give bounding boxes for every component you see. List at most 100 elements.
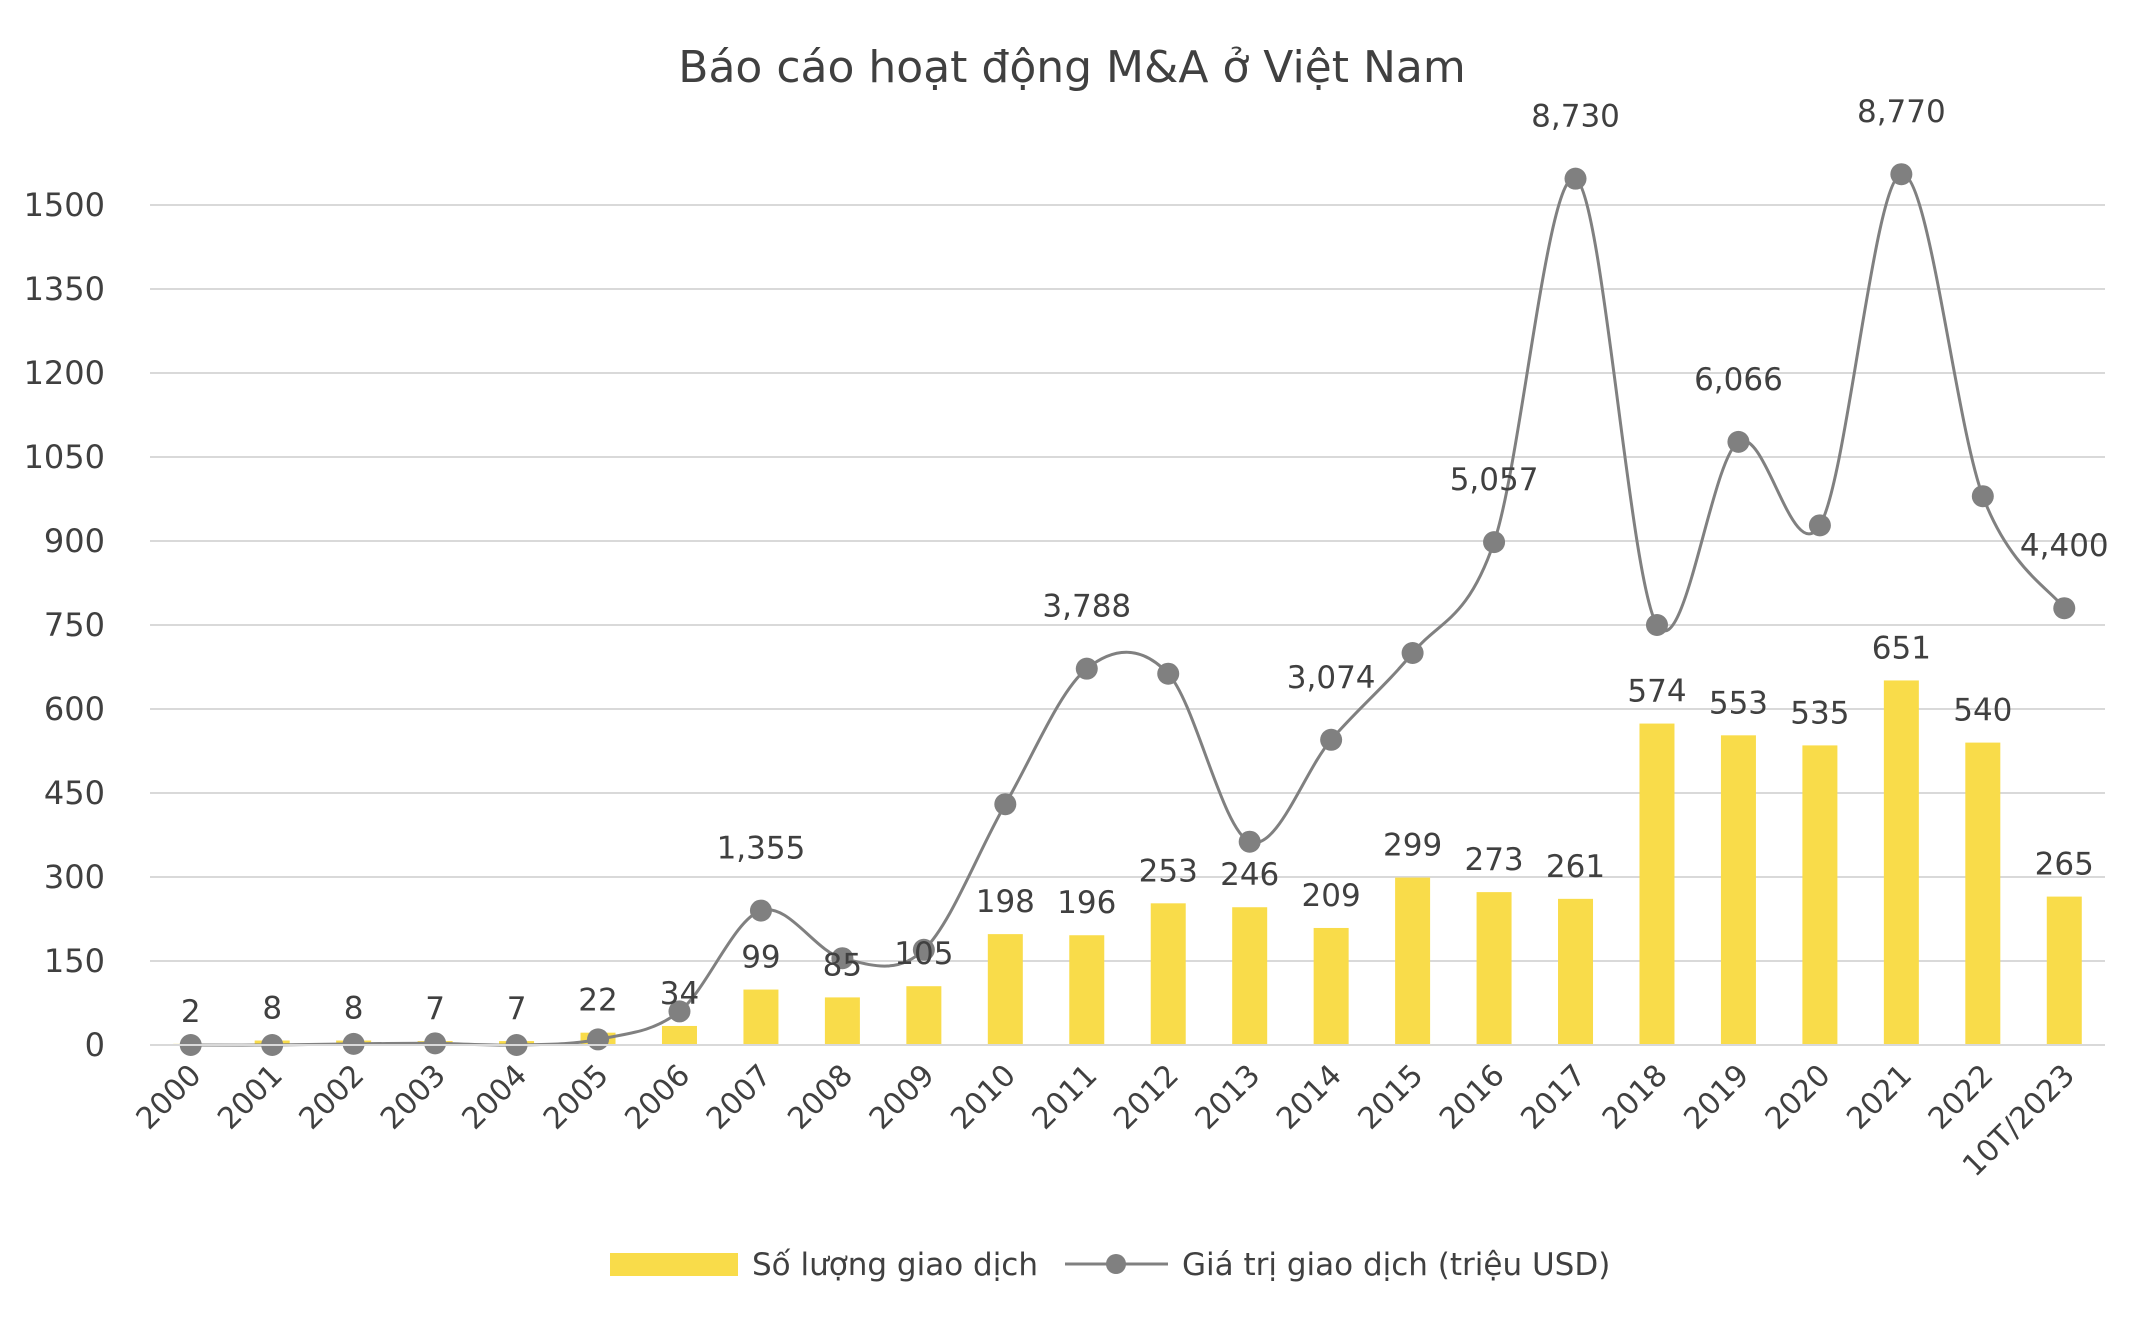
legend-line-label: Giá trị giao dịch (triệu USD) bbox=[1182, 1247, 1610, 1283]
bar-value-label: 299 bbox=[1383, 828, 1442, 864]
y-tick-label: 0 bbox=[85, 1026, 105, 1064]
line-point bbox=[424, 1032, 447, 1055]
x-tick-label: 2017 bbox=[1514, 1058, 1593, 1137]
line-value-label: 5,057 bbox=[1450, 462, 1539, 498]
x-tick-label: 2010 bbox=[944, 1058, 1023, 1137]
bar-value-label: 99 bbox=[741, 940, 780, 976]
line-value-label: 3,074 bbox=[1287, 660, 1376, 696]
bar-value-label: 7 bbox=[425, 991, 445, 1027]
x-tick-label: 2000 bbox=[130, 1058, 209, 1137]
bar-data-labels: 2 8 8 7 7 22 34 99 85 105 198 196 253 246 209 299 273 261… bbox=[181, 630, 2094, 1029]
line-value-label: 8,770 bbox=[1857, 94, 1946, 130]
bar bbox=[1150, 903, 1186, 1045]
bar bbox=[1069, 935, 1105, 1045]
bar-value-label: 651 bbox=[1872, 630, 1931, 666]
line-value-label: 8,730 bbox=[1531, 99, 1620, 135]
line-point bbox=[749, 899, 772, 922]
x-tick-label: 2016 bbox=[1433, 1058, 1512, 1137]
x-tick-label: 2005 bbox=[537, 1058, 616, 1137]
line-point bbox=[1483, 531, 1506, 554]
bar bbox=[1802, 745, 1838, 1045]
x-tick-label: 2001 bbox=[211, 1058, 290, 1137]
bar-value-label: 265 bbox=[2035, 847, 2094, 883]
bar-value-label: 85 bbox=[823, 947, 862, 983]
x-tick-label: 2003 bbox=[374, 1058, 453, 1137]
x-tick-label: 2013 bbox=[1189, 1058, 1268, 1137]
line-value-label: 4,400 bbox=[2020, 528, 2109, 564]
line-point bbox=[1727, 430, 1750, 453]
legend-bar-swatch bbox=[610, 1253, 738, 1276]
bar-series bbox=[173, 680, 2082, 1045]
x-tick-label: 2015 bbox=[1352, 1058, 1431, 1137]
bar-value-label: 553 bbox=[1709, 685, 1768, 721]
bar-value-label: 246 bbox=[1220, 857, 1279, 893]
bar-value-label: 253 bbox=[1139, 853, 1198, 889]
line-point bbox=[1157, 662, 1180, 685]
line-point bbox=[1971, 485, 1994, 508]
y-tick-label: 1500 bbox=[24, 186, 105, 224]
legend-bar-label: Số lượng giao dịch bbox=[752, 1247, 1038, 1283]
x-tick-label: 2006 bbox=[618, 1058, 697, 1137]
x-tick-label: 2022 bbox=[1922, 1058, 2001, 1137]
line-point bbox=[2053, 597, 2076, 620]
legend: Số lượng giao dịch Giá trị giao dịch (tr… bbox=[610, 1247, 1610, 1283]
y-tick-label: 900 bbox=[44, 522, 105, 560]
bar bbox=[1883, 680, 1919, 1045]
y-tick-label: 600 bbox=[44, 690, 105, 728]
y-tick-label: 750 bbox=[44, 606, 105, 644]
bar-value-label: 535 bbox=[1790, 695, 1849, 731]
line-point bbox=[1075, 657, 1098, 680]
bar bbox=[1720, 735, 1756, 1045]
line-point bbox=[587, 1028, 610, 1051]
bar-value-label: 261 bbox=[1546, 849, 1605, 885]
bar bbox=[1232, 907, 1268, 1045]
line-point bbox=[831, 947, 854, 970]
x-tick-label: 2002 bbox=[293, 1058, 372, 1137]
bar-value-label: 22 bbox=[578, 983, 617, 1019]
line-point bbox=[668, 1000, 691, 1023]
line-point bbox=[1890, 163, 1913, 186]
bar bbox=[1313, 927, 1349, 1045]
chart-title: Báo cáo hoạt động M&A ở Việt Nam bbox=[678, 42, 1465, 93]
line-point bbox=[1238, 830, 1261, 853]
x-tick-label: 2019 bbox=[1677, 1058, 1756, 1137]
y-axis: 0 150 300 450 600 750 900 1050 1200 1350 1500 bbox=[24, 186, 105, 1064]
line-value-label: 6,066 bbox=[1694, 362, 1783, 398]
bar bbox=[1965, 742, 2001, 1045]
bar-value-label: 574 bbox=[1627, 674, 1686, 710]
y-tick-label: 150 bbox=[44, 942, 105, 980]
bar bbox=[906, 986, 942, 1045]
bar bbox=[987, 934, 1023, 1045]
line-data-labels: 1,355 3,788 3,074 5,057 8,730 6,066 8,770 4,400 bbox=[717, 94, 2109, 866]
bar-value-label: 105 bbox=[894, 936, 953, 972]
gridlines bbox=[150, 204, 2105, 1046]
y-tick-label: 1200 bbox=[24, 354, 105, 392]
x-tick-label: 2021 bbox=[1840, 1058, 1919, 1137]
x-tick-label: 2007 bbox=[700, 1058, 779, 1137]
bar bbox=[2046, 896, 2082, 1045]
line-series bbox=[179, 163, 2076, 1056]
line-point bbox=[1401, 642, 1424, 664]
x-tick-label: 2004 bbox=[455, 1058, 534, 1137]
bar-value-label: 540 bbox=[1953, 693, 2012, 729]
bar-value-label: 273 bbox=[1464, 842, 1523, 878]
bar bbox=[743, 989, 779, 1045]
x-tick-label: 2018 bbox=[1596, 1058, 1675, 1137]
x-tick-label: 2012 bbox=[1107, 1058, 1186, 1137]
line-point bbox=[912, 938, 935, 961]
bar bbox=[661, 1025, 697, 1045]
line-point bbox=[1564, 167, 1587, 190]
line-value-label: 3,788 bbox=[1042, 589, 1131, 625]
bar bbox=[824, 997, 860, 1045]
x-tick-label: 2009 bbox=[863, 1058, 942, 1137]
y-tick-label: 1050 bbox=[24, 438, 105, 476]
line-point bbox=[1320, 728, 1343, 751]
x-tick-label: 2008 bbox=[781, 1058, 860, 1137]
bar-value-label: 34 bbox=[660, 976, 699, 1012]
bar-value-label: 7 bbox=[507, 991, 527, 1027]
line-point bbox=[994, 793, 1017, 816]
bar-value-label: 198 bbox=[976, 884, 1035, 920]
line-point bbox=[1645, 614, 1668, 636]
y-tick-label: 1350 bbox=[24, 270, 105, 308]
